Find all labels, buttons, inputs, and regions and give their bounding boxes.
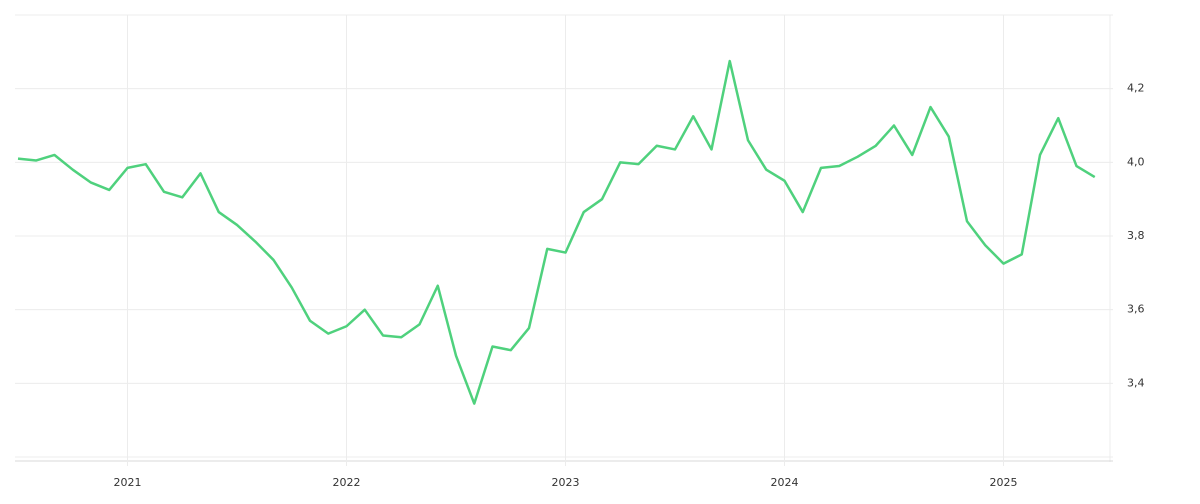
x-tick-label: 2025 <box>990 476 1018 489</box>
y-tick-label: 4,0 <box>1127 155 1145 168</box>
y-tick-label: 3,4 <box>1127 376 1145 389</box>
x-tick-label: 2021 <box>114 476 142 489</box>
line-series <box>17 59 1096 405</box>
x-tick-label: 2024 <box>771 476 799 489</box>
y-tick-label: 4,2 <box>1127 82 1145 95</box>
x-tick-label: 2022 <box>333 476 361 489</box>
y-tick-label: 3,6 <box>1127 303 1145 316</box>
y-tick-label: 3,8 <box>1127 229 1145 242</box>
x-tick-label: 2023 <box>552 476 580 489</box>
